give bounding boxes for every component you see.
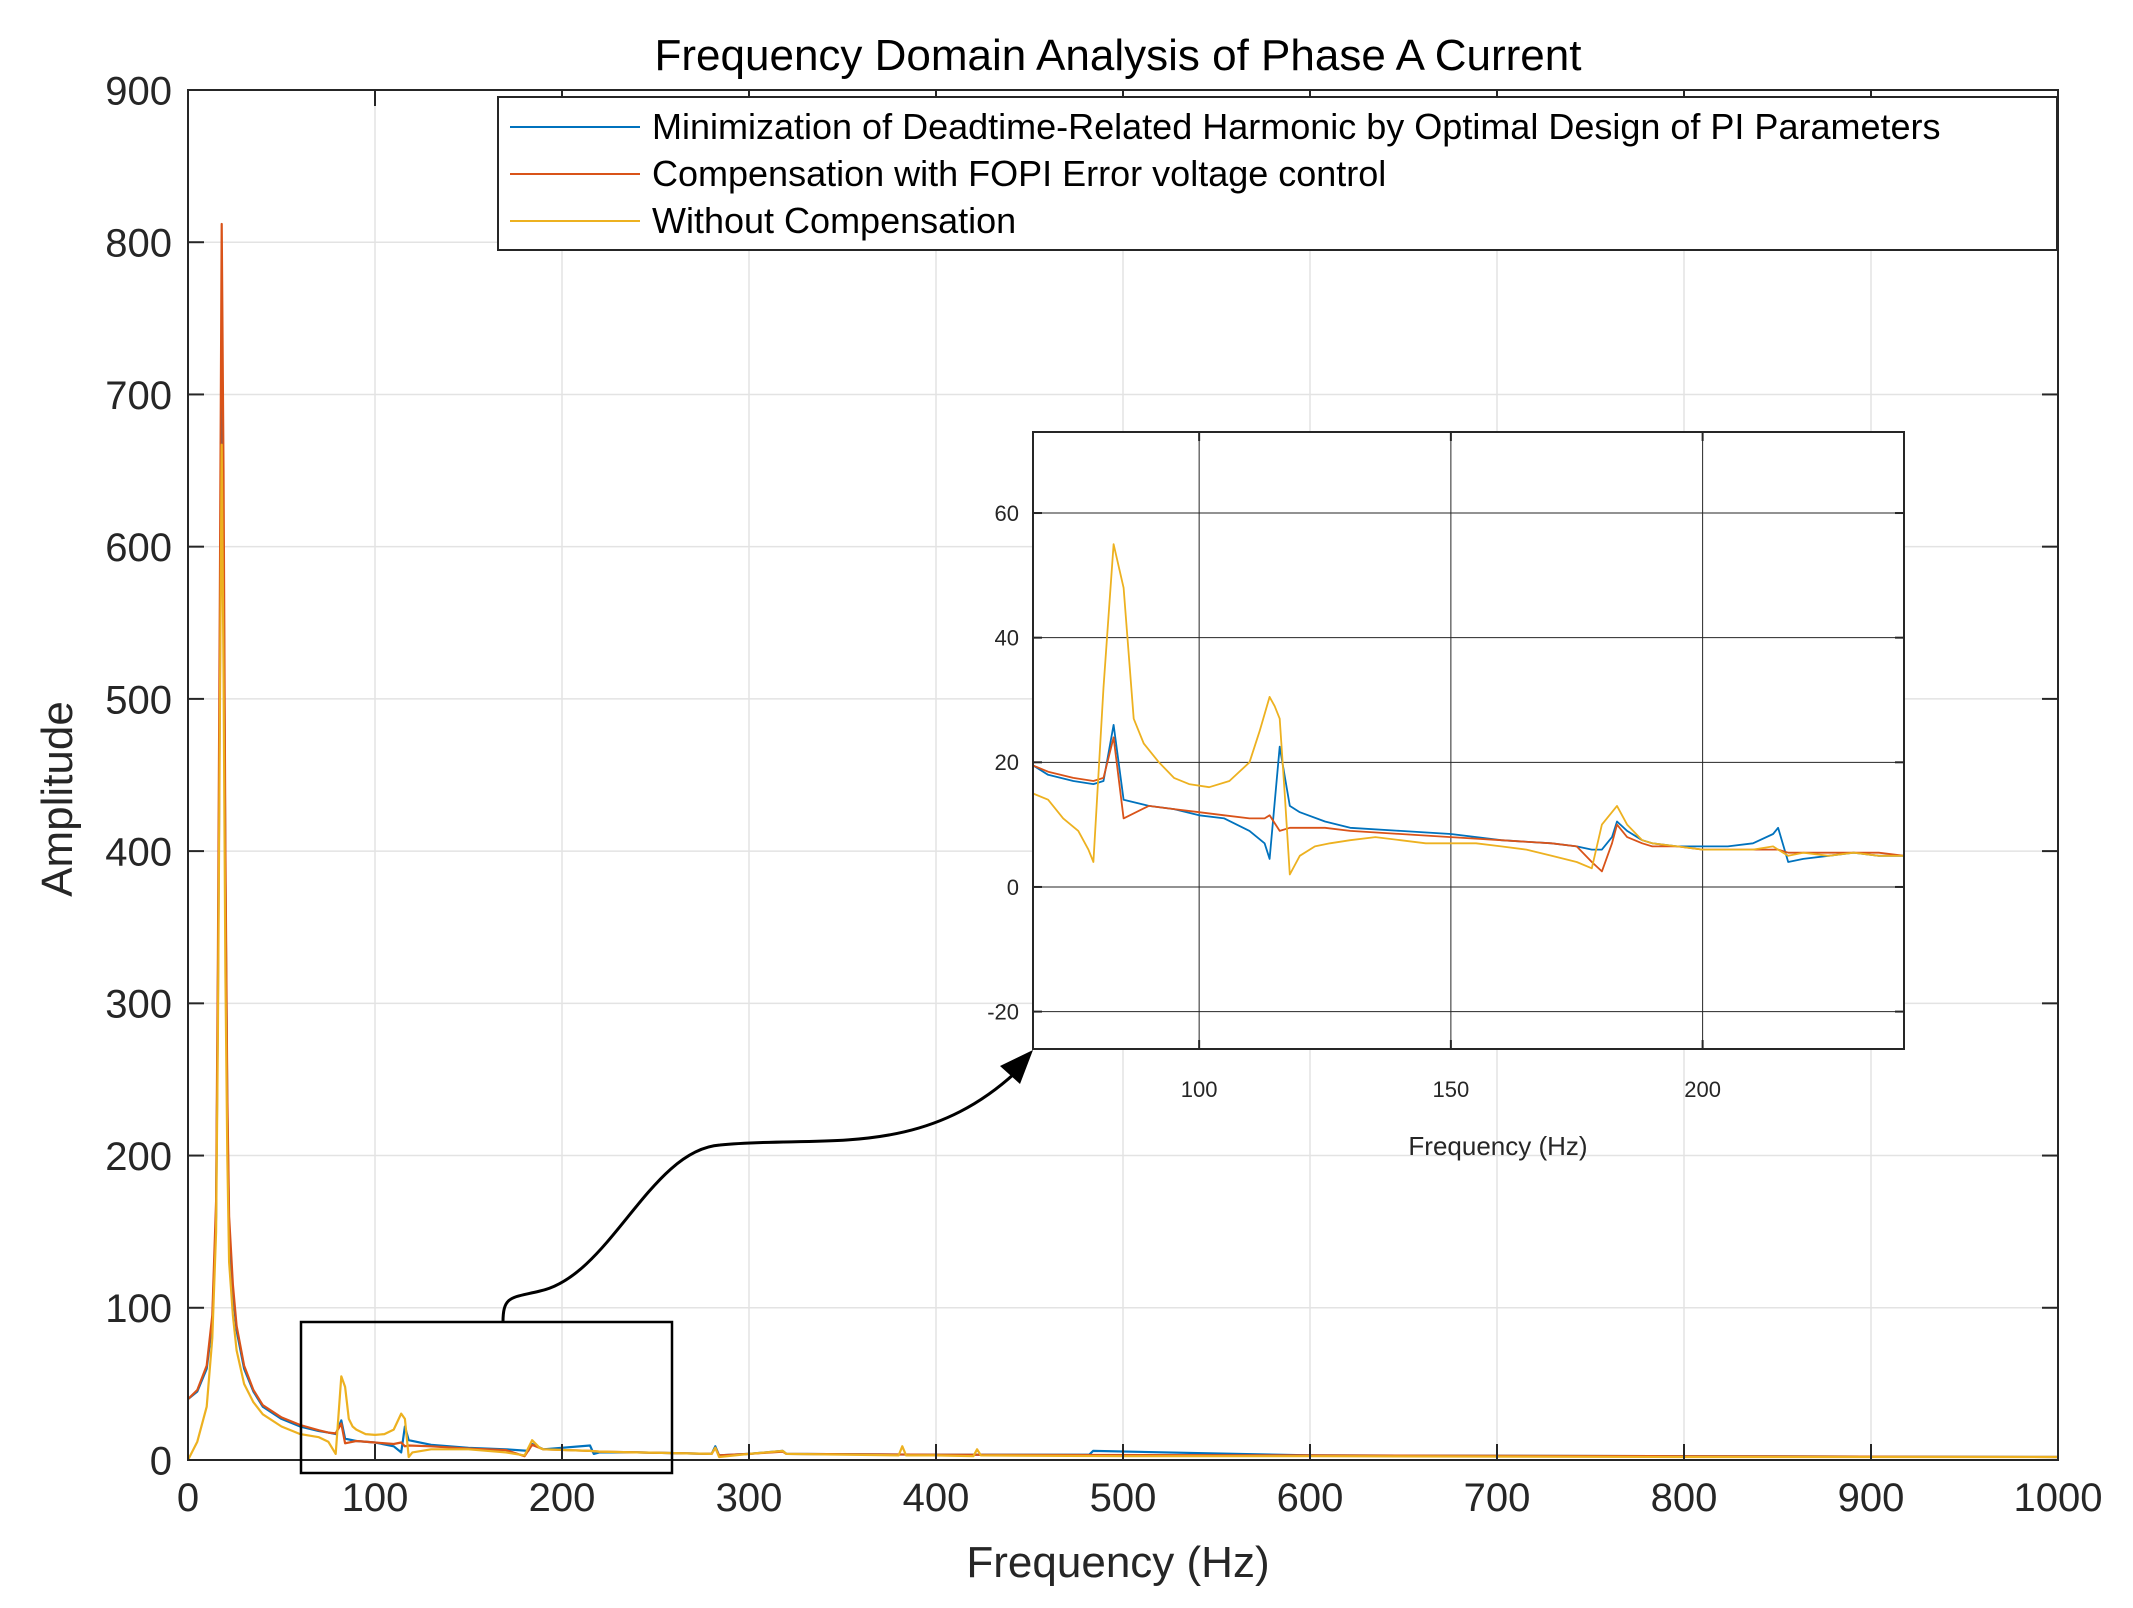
inset-series-group [1032, 543, 1905, 876]
main-y-tick-label-900: 900 [105, 69, 172, 113]
inset-y-tick-label-20: 20 [995, 750, 1019, 775]
main-y-tick-label-700: 700 [105, 374, 172, 418]
inset-ticks: 100 150 200 -20 0 20 40 60 [987, 432, 1904, 1102]
main-x-tick-label-200: 200 [529, 1476, 596, 1520]
legend-label-minimization: Minimization of Deadtime-Related Harmoni… [652, 106, 1941, 147]
inset-plot-frame [1032, 431, 1905, 1050]
zoom-arrow-head [1000, 1050, 1033, 1084]
main-y-tick-label-600: 600 [105, 526, 172, 570]
main-x-tick-label-300: 300 [716, 1476, 783, 1520]
main-y-tick-label-800: 800 [105, 222, 172, 266]
main-x-tick-label-900: 900 [1838, 1476, 1905, 1520]
inset-x-tick-label-150: 150 [1433, 1077, 1470, 1102]
main-x-tick-label-700: 700 [1464, 1476, 1531, 1520]
inset-x-tick-label-200: 200 [1684, 1077, 1721, 1102]
inset-y-tick-label--20: -20 [987, 1000, 1019, 1025]
main-y-tick-label-500: 500 [105, 678, 172, 722]
legend-label-fopi: Compensation with FOPI Error voltage con… [652, 153, 1386, 194]
zoom-connector-arrow [501, 1071, 1017, 1323]
main-y-tick-label-100: 100 [105, 1287, 172, 1331]
inset-series-line-2 [1032, 543, 1904, 876]
inset-y-tick-label-60: 60 [995, 501, 1019, 526]
main-x-tick-label-1000: 1000 [2014, 1476, 2103, 1520]
x-axis-label: Frequency (Hz) [966, 1538, 1269, 1587]
main-series-line-2 [187, 443, 2058, 1461]
chart-title: Frequency Domain Analysis of Phase A Cur… [655, 31, 1582, 80]
main-x-tick-label-600: 600 [1277, 1476, 1344, 1520]
inset-background [1033, 432, 1904, 1049]
main-ticks: 0 100 200 300 400 500 600 700 800 900 100001002003… [105, 69, 2102, 1520]
main-x-tick-label-100: 100 [342, 1476, 409, 1520]
inset-x-axis-label: Frequency (Hz) [1408, 1131, 1587, 1161]
main-x-tick-label-500: 500 [1090, 1476, 1157, 1520]
main-x-tick-label-800: 800 [1651, 1476, 1718, 1520]
legend-box [497, 96, 2058, 251]
main-x-tick-label-0: 0 [177, 1476, 199, 1520]
inset-y-tick-label-40: 40 [995, 626, 1019, 651]
main-y-tick-label-300: 300 [105, 983, 172, 1027]
main-x-tick-label-400: 400 [903, 1476, 970, 1520]
y-axis-label: Amplitude [33, 701, 82, 897]
inset-grid [1033, 432, 1904, 1049]
inset-series-line-1 [1032, 736, 1905, 873]
main-y-tick-label-0: 0 [150, 1439, 172, 1483]
inset-x-tick-label-100: 100 [1181, 1077, 1218, 1102]
legend: Minimization of Deadtime-Related Harmoni… [497, 96, 2058, 251]
inset-chart: 100 150 200 -20 0 20 40 60 Frequency (Hz) [987, 431, 1905, 1161]
inset-y-tick-label-0: 0 [1007, 875, 1019, 900]
legend-label-without: Without Compensation [652, 200, 1016, 241]
main-y-tick-label-400: 400 [105, 831, 172, 875]
zoom-region-box [299, 1320, 674, 1475]
main-series-group [187, 222, 2059, 1461]
main-y-tick-label-200: 200 [105, 1135, 172, 1179]
